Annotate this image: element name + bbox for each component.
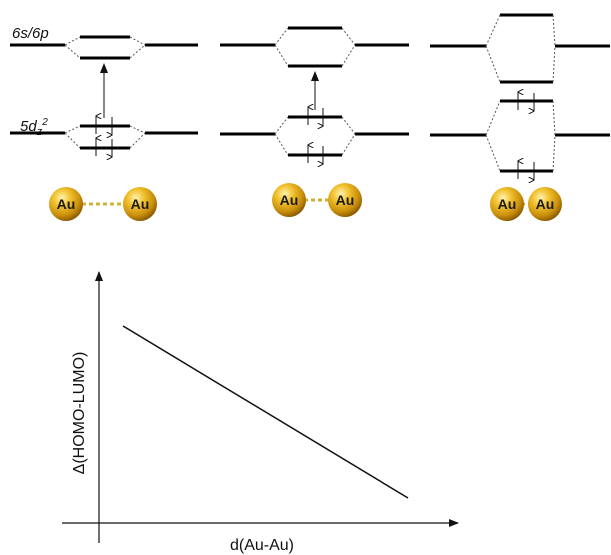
mo-panel-2: Au Au [220, 26, 409, 217]
correlation-lines [274, 27, 356, 156]
au-atom-label: Au [57, 196, 76, 212]
au-dimer-2: Au Au [272, 183, 362, 217]
au-dimer-1: Au Au [49, 187, 157, 221]
trend-line [122, 325, 409, 499]
au-dimer-3: Au Au [490, 187, 562, 221]
x-axis-label: d(Au-Au) [230, 537, 294, 554]
mo-panel-3: Au Au [430, 13, 610, 221]
au-atom-label: Au [280, 192, 299, 208]
au-atom-label: Au [131, 196, 150, 212]
au-atom-label: Au [336, 192, 355, 208]
au-atom [272, 183, 306, 217]
au-atom-label: Au [498, 196, 517, 212]
electron-spins [307, 107, 324, 164]
au-atom [528, 187, 562, 221]
au-atom [49, 187, 83, 221]
y-axis-label: Δ(HOMO-LUMO) [71, 352, 88, 475]
correlation-lines [64, 36, 146, 149]
au-atom [490, 187, 524, 221]
correlation-lines [485, 14, 556, 172]
mo-panel-1: 6s/6p 5dz2 Au [10, 25, 198, 221]
au-atom [328, 183, 362, 217]
homo-lumo-graph: Δ(HOMO-LUMO) d(Au-Au) [62, 271, 459, 554]
label-6s6p: 6s/6p [12, 25, 49, 42]
label-5dz2: 5dz2 [20, 117, 48, 138]
au-atom [123, 187, 157, 221]
electron-spins [95, 116, 113, 157]
au-atom-label: Au [536, 196, 555, 212]
electron-spins [517, 92, 535, 180]
